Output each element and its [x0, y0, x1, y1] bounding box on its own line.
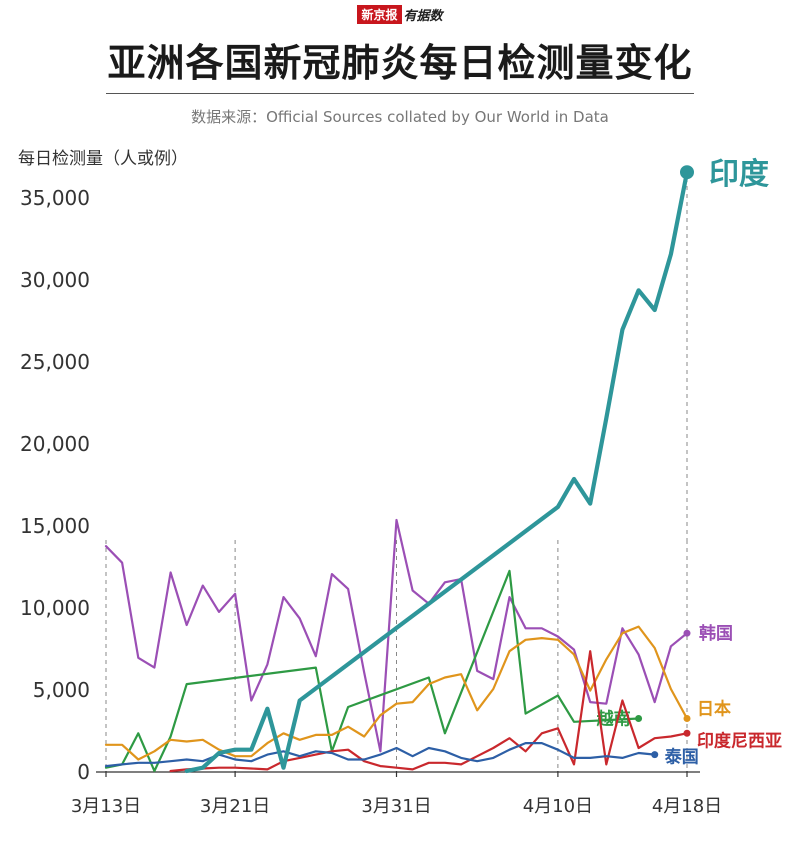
x-tick-label: 3月13日: [71, 796, 141, 817]
brand-logo-text: 有据数: [403, 9, 443, 24]
series-end-dot-日本: [683, 715, 691, 723]
series-end-dot-越南: [635, 715, 643, 723]
series-end-dot-泰国: [651, 751, 659, 759]
series-label-泰国: 泰国: [665, 747, 699, 768]
x-tick-label: 4月10日: [523, 796, 593, 817]
x-tick-label: 4月18日: [652, 796, 722, 817]
series-label-印度: 印度: [709, 157, 769, 192]
y-tick-label: 25,000: [20, 350, 90, 374]
data-source: 数据来源：Official Sources collated by Our Wo…: [191, 108, 609, 126]
chart-title: 亚洲各国新冠肺炎每日检测量变化: [107, 41, 693, 85]
series-label-越南: 越南: [596, 709, 631, 730]
y-tick-label: 35,000: [20, 186, 90, 210]
x-tick-label: 3月31日: [361, 796, 431, 817]
series-label-印度尼西亚: 印度尼西亚: [697, 730, 782, 751]
y-tick-label: 20,000: [20, 432, 90, 456]
series-line-韩国: [104, 518, 689, 753]
series-line-日本: [104, 625, 689, 761]
series-end-dot-韩国: [683, 629, 691, 637]
y-tick-label: 0: [77, 760, 90, 784]
y-tick-label: 30,000: [20, 268, 90, 292]
title-divider: [106, 93, 694, 94]
series-line-印度: [184, 170, 690, 774]
series-end-dot-印度: [680, 165, 694, 180]
y-axis-label: 每日检测量（人或例）: [18, 149, 188, 169]
brand-logo: 新京报 有据数: [0, 4, 800, 24]
y-tick-label: 15,000: [20, 514, 90, 538]
series-end-dot-印度尼西亚: [683, 729, 691, 737]
y-tick-label: 10,000: [20, 596, 90, 620]
series-line-越南: [104, 569, 640, 773]
series-line-泰国: [104, 741, 656, 768]
series-label-韩国: 韩国: [699, 623, 733, 644]
brand-logo-box: 新京报: [357, 5, 402, 24]
y-tick-label: 5,000: [33, 678, 90, 702]
x-tick-label: 3月21日: [200, 796, 270, 817]
series-label-日本: 日本: [697, 699, 731, 720]
series-line-印度尼西亚: [169, 650, 689, 773]
